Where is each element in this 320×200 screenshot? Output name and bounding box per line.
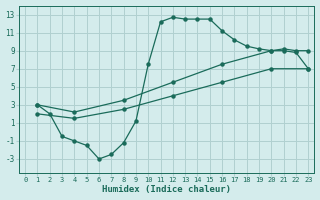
X-axis label: Humidex (Indice chaleur): Humidex (Indice chaleur) (102, 185, 231, 194)
